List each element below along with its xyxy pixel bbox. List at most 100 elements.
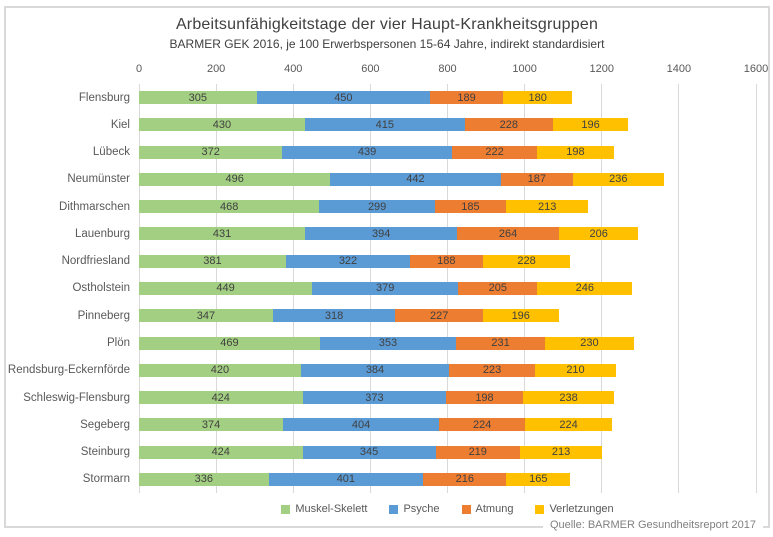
- bar-value-label: 228: [517, 255, 536, 268]
- bar-segment: 223: [449, 363, 536, 377]
- bar-segment: 420: [139, 363, 301, 377]
- category-label: Stormarn: [82, 473, 130, 486]
- stacked-bar: 469 353 231 230: [139, 336, 756, 350]
- category-label: Kiel: [110, 118, 130, 131]
- bar-value-label: 430: [212, 118, 232, 131]
- bar-row: 449 379 205 246: [139, 275, 756, 302]
- bar-segment: 394: [305, 227, 458, 241]
- stacked-bar: 336 401 216 165: [139, 472, 756, 486]
- bar-segment: 205: [458, 281, 538, 295]
- stacked-bar: 347 318 227 196: [139, 309, 756, 323]
- legend-label: Atmung: [475, 503, 514, 515]
- category-label: Lauenburg: [75, 227, 130, 240]
- bar-row: 424 345 219 213: [139, 438, 756, 465]
- bar-segment: 318: [272, 309, 396, 323]
- bar-row: 305 450 189 180: [139, 84, 756, 111]
- bar-segment: 336: [139, 472, 269, 486]
- bar-value-label: 424: [211, 446, 230, 459]
- bar-value-label: 420: [210, 364, 230, 377]
- stacked-bar: 449 379 205 246: [139, 281, 756, 295]
- x-tick-label: 0: [135, 63, 143, 75]
- legend-swatch: [281, 504, 291, 514]
- category-label: Flensburg: [78, 91, 130, 104]
- category-axis: Flensburg Kiel Lübeck Neumünster Dithmarsche…: [6, 84, 139, 493]
- x-tick-label: 1000: [512, 63, 537, 75]
- legend-label: Muskel-Skelett: [295, 503, 368, 515]
- bar-segment: 374: [139, 418, 284, 432]
- stacked-bar: 496 442 187 236: [139, 172, 756, 186]
- bar-value-label: 318: [324, 309, 344, 322]
- bar-segment: 198: [446, 391, 523, 405]
- bar-value-label: 188: [437, 255, 456, 268]
- bar-value-label: 246: [575, 282, 594, 295]
- bar-row: 469 353 231 230: [139, 329, 756, 356]
- bar-segment: 322: [285, 254, 411, 268]
- bar-segment: 424: [139, 445, 303, 459]
- bar-value-label: 305: [188, 91, 207, 104]
- bar-value-label: 449: [216, 282, 235, 295]
- category-label: Steinburg: [80, 446, 130, 459]
- bar-value-label: 238: [559, 391, 578, 404]
- stacked-bar: 381 322 188 228: [139, 254, 756, 268]
- bar-value-label: 431: [212, 227, 232, 240]
- bar-segment: 404: [283, 418, 439, 432]
- bar-value-label: 299: [367, 200, 387, 213]
- legend-label: Psyche: [403, 503, 440, 515]
- bar-value-label: 223: [482, 364, 502, 377]
- bar-segment: 381: [139, 254, 286, 268]
- x-tick-label: 1200: [589, 63, 614, 75]
- source-caption: Quelle: BARMER Gesundheitsreport 2017: [542, 517, 763, 533]
- bar-value-label: 219: [468, 446, 487, 459]
- gridline: [678, 84, 680, 493]
- bar-segment: 230: [545, 336, 634, 350]
- bar-value-label: 379: [376, 282, 395, 295]
- bar-segment: 222: [451, 145, 538, 159]
- bar-value-label: 228: [499, 118, 518, 131]
- bar-value-label: 322: [338, 255, 358, 268]
- stacked-bar: 424 373 198 238: [139, 391, 756, 405]
- bar-value-label: 345: [359, 446, 379, 459]
- plot-region: Flensburg Kiel Lübeck Neumünster Dithmarsche…: [6, 84, 757, 493]
- bar-value-label: 404: [351, 418, 371, 431]
- bar-segment: 469: [139, 336, 320, 350]
- bar-segment: 188: [410, 254, 483, 268]
- bar-value-label: 496: [225, 173, 244, 186]
- bar-segment: 187: [500, 172, 573, 186]
- legend-swatch: [389, 504, 399, 514]
- bar-segment: 198: [537, 145, 614, 159]
- bar-value-label: 353: [378, 337, 398, 350]
- bar-segment: 216: [423, 472, 507, 486]
- x-tick-label: 600: [361, 63, 380, 75]
- bar-value-label: 213: [551, 446, 571, 459]
- bar-row: 347 318 227 196: [139, 302, 756, 329]
- bar-segment: 424: [139, 391, 303, 405]
- category-label: Lübeck: [92, 146, 130, 159]
- bar-value-label: 198: [475, 391, 494, 404]
- bar-segment: 224: [525, 418, 612, 432]
- bar-segment: 189: [430, 91, 504, 105]
- bar-segment: 442: [330, 172, 501, 186]
- bar-value-label: 468: [220, 200, 239, 213]
- bar-segment: 450: [256, 91, 431, 105]
- legend-swatch: [461, 504, 471, 514]
- bar-value-label: 236: [609, 173, 628, 186]
- x-tick-label: 1400: [666, 63, 692, 75]
- chart-frame: Arbeitsunfähigkeitstage der vier Haupt-K…: [4, 6, 770, 528]
- bar-row: 431 394 264 206: [139, 220, 756, 247]
- category-label: Schleswig-Flensburg: [23, 391, 130, 404]
- category-label: Nordfriesland: [61, 255, 130, 268]
- x-tick-label: 800: [438, 63, 457, 75]
- bar-segment: 384: [300, 363, 450, 377]
- bar-segment: 180: [503, 91, 573, 105]
- bar-value-label: 374: [201, 418, 221, 431]
- bar-segment: 496: [139, 172, 331, 186]
- bar-segment: 185: [434, 200, 507, 214]
- stacked-bar: 424 345 219 213: [139, 445, 756, 459]
- bar-segment: 231: [455, 336, 546, 350]
- category-label: Segeberg: [80, 418, 130, 431]
- bar-segment: 227: [395, 309, 483, 323]
- bar-row: 336 401 216 165: [139, 466, 756, 493]
- legend-item: Muskel-Skelett: [281, 503, 367, 515]
- category-label: Dithmarschen: [59, 200, 130, 213]
- bar-value-label: 424: [211, 391, 230, 404]
